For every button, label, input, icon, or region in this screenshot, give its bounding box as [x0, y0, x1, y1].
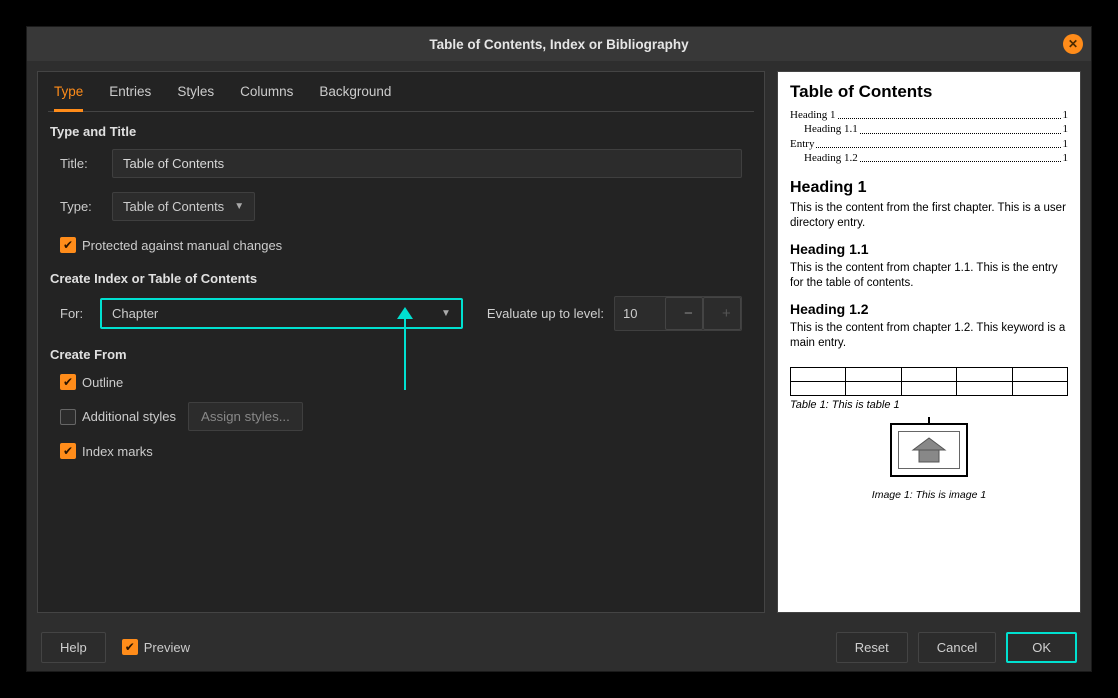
index-marks-label: Index marks — [82, 444, 153, 459]
preview-toc-title: Table of Contents — [790, 82, 1068, 102]
dialog-title: Table of Contents, Index or Bibliography — [429, 37, 688, 52]
preview-h12: Heading 1.2 — [790, 301, 1068, 317]
ok-button[interactable]: OK — [1006, 632, 1077, 663]
additional-styles-row[interactable]: Additional styles Assign styles... — [48, 396, 754, 437]
toc-line: Entry1 — [790, 137, 1068, 151]
settings-panel: Type Entries Styles Columns Background T… — [37, 71, 765, 613]
toc-line: Heading 11 — [790, 108, 1068, 122]
cancel-button[interactable]: Cancel — [918, 632, 996, 663]
protected-checkbox[interactable]: ✔ — [60, 237, 76, 253]
spinner-plus-icon[interactable]: + — [703, 297, 741, 330]
level-input[interactable] — [615, 300, 665, 327]
preview-table — [790, 367, 1068, 396]
chevron-down-icon: ▼ — [441, 308, 451, 319]
section-type-title: Type and Title — [48, 112, 754, 145]
tab-bar: Type Entries Styles Columns Background — [48, 72, 754, 112]
footer: Help ✔ Preview Reset Cancel OK — [27, 623, 1091, 671]
title-label: Title: — [60, 156, 102, 171]
outline-checkbox[interactable]: ✔ — [60, 374, 76, 390]
section-createindex-title: Create Index or Table of Contents — [48, 259, 754, 292]
toc-line: Heading 1.11 — [790, 122, 1068, 136]
protected-label: Protected against manual changes — [82, 238, 282, 253]
type-label: Type: — [60, 199, 102, 214]
preview-image-caption: Image 1: This is image 1 — [790, 489, 1068, 501]
close-button[interactable]: ✕ — [1063, 34, 1083, 54]
section-createfrom-title: Create From — [48, 335, 754, 368]
outline-row[interactable]: ✔ Outline — [48, 368, 754, 396]
spinner-minus-icon[interactable]: − — [665, 297, 703, 330]
title-row: Title: — [48, 145, 754, 182]
preview-image-frame — [890, 423, 968, 477]
preview-p12: This is the content from chapter 1.2. Th… — [790, 321, 1068, 351]
tab-background[interactable]: Background — [319, 84, 391, 111]
for-select[interactable]: Chapter ▼ — [100, 298, 463, 329]
preview-checkbox[interactable]: ✔ — [122, 639, 138, 655]
assign-styles-button[interactable]: Assign styles... — [188, 402, 303, 431]
preview-toc-lines: Heading 11Heading 1.11Entry1Heading 1.21 — [790, 108, 1068, 165]
preview-table-caption: Table 1: This is table 1 — [790, 399, 1068, 411]
house-icon — [909, 436, 949, 464]
tab-styles[interactable]: Styles — [177, 84, 214, 111]
preview-panel: Table of Contents Heading 11Heading 1.11… — [777, 71, 1081, 613]
help-button[interactable]: Help — [41, 632, 106, 663]
tab-columns[interactable]: Columns — [240, 84, 293, 111]
tab-type[interactable]: Type — [54, 84, 83, 112]
title-input[interactable] — [112, 149, 742, 178]
reset-button[interactable]: Reset — [836, 632, 908, 663]
preview-label: Preview — [144, 640, 190, 655]
preview-p11: This is the content from chapter 1.1. Th… — [790, 261, 1068, 291]
for-label: For: — [60, 306, 90, 321]
preview-h1: Heading 1 — [790, 179, 1068, 197]
additional-styles-label: Additional styles — [82, 409, 176, 424]
preview-p1: This is the content from the first chapt… — [790, 201, 1068, 231]
outline-label: Outline — [82, 375, 123, 390]
preview-image — [898, 431, 960, 469]
type-row: Type: Table of Contents ▼ — [48, 188, 754, 225]
titlebar: Table of Contents, Index or Bibliography… — [27, 27, 1091, 61]
type-select[interactable]: Table of Contents ▼ — [112, 192, 255, 221]
evaluate-label: Evaluate up to level: — [487, 306, 604, 321]
index-marks-row[interactable]: ✔ Index marks — [48, 437, 754, 465]
type-select-value: Table of Contents — [123, 199, 224, 214]
protected-row[interactable]: ✔ Protected against manual changes — [48, 231, 754, 259]
index-marks-checkbox[interactable]: ✔ — [60, 443, 76, 459]
toc-line: Heading 1.21 — [790, 151, 1068, 165]
level-spinner[interactable]: − + — [614, 296, 742, 331]
chevron-down-icon: ▼ — [234, 201, 244, 212]
close-icon: ✕ — [1068, 37, 1078, 51]
for-row: For: Chapter ▼ Evaluate up to level: − + — [48, 292, 754, 335]
tab-entries[interactable]: Entries — [109, 84, 151, 111]
preview-toggle[interactable]: ✔ Preview — [116, 639, 190, 655]
dialog-window: Table of Contents, Index or Bibliography… — [26, 26, 1092, 672]
preview-h11: Heading 1.1 — [790, 241, 1068, 257]
content-area: Type Entries Styles Columns Background T… — [27, 61, 1091, 623]
for-select-value: Chapter — [112, 306, 158, 321]
additional-styles-checkbox[interactable] — [60, 409, 76, 425]
